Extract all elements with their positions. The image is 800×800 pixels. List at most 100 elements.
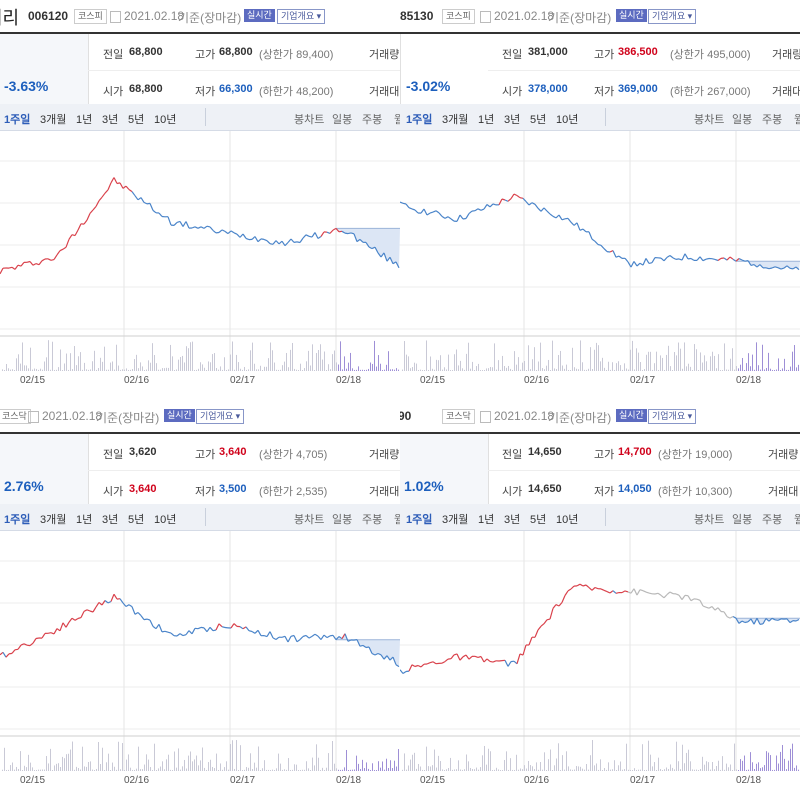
- tab-0[interactable]: 1주일: [406, 514, 433, 526]
- volume-bar: [560, 769, 561, 771]
- realtime-button[interactable]: 실시간: [244, 9, 275, 22]
- volume-bar: [6, 769, 7, 771]
- company-overview-button[interactable]: 기업개요 ▾: [196, 409, 245, 424]
- chart-type-1[interactable]: 일봉: [732, 114, 753, 126]
- volume-bar: [348, 769, 349, 771]
- price-segment: [537, 207, 542, 212]
- price-segment: [155, 623, 160, 630]
- price-segment: [648, 592, 653, 595]
- company-overview-button[interactable]: 기업개요 ▾: [277, 9, 326, 24]
- tab-1[interactable]: 3개월: [40, 114, 67, 126]
- tab-2[interactable]: 1년: [76, 114, 93, 126]
- realtime-button[interactable]: 실시간: [164, 409, 195, 422]
- chart-type-1[interactable]: 일봉: [732, 514, 753, 526]
- volume-bar: [224, 357, 225, 371]
- price-segment: [783, 265, 788, 269]
- price-chart[interactable]: [400, 531, 800, 800]
- tab-0[interactable]: 1주일: [406, 114, 433, 126]
- tab-2[interactable]: 1년: [478, 114, 495, 126]
- price-segment: [248, 630, 253, 633]
- chart-type-1[interactable]: 일봉: [332, 114, 353, 126]
- volume-bar: [130, 767, 131, 771]
- price-segment: [110, 593, 115, 602]
- realtime-button[interactable]: 실시간: [616, 409, 647, 422]
- basis-text: 기준(장마감): [548, 411, 612, 425]
- volume-bar: [462, 368, 463, 371]
- tab-1[interactable]: 3개월: [442, 514, 469, 526]
- chart-type-2[interactable]: 주봉: [362, 114, 383, 126]
- price-segment: [741, 620, 746, 624]
- volume-bar: [558, 743, 559, 771]
- volume-bar: [4, 369, 5, 371]
- change-rate: 1.02%: [404, 478, 444, 494]
- price-segment: [293, 241, 298, 243]
- tab-5[interactable]: 10년: [154, 514, 177, 526]
- chart-type-3[interactable]: 월: [794, 114, 800, 126]
- price-chart[interactable]: [400, 131, 800, 400]
- volume-bar: [470, 368, 471, 371]
- price-segment: [525, 201, 530, 206]
- lower-limit: (하한가 2,535): [259, 486, 328, 498]
- tab-1[interactable]: 3개월: [442, 114, 469, 126]
- price-chart[interactable]: [0, 131, 400, 400]
- company-overview-button[interactable]: 기업개요 ▾: [648, 409, 697, 424]
- price-segment: [474, 655, 479, 658]
- tab-4[interactable]: 5년: [530, 514, 547, 526]
- price-chart[interactable]: [0, 531, 400, 800]
- volume-bar: [602, 357, 603, 371]
- tab-4[interactable]: 5년: [128, 114, 145, 126]
- volume-bar: [518, 357, 519, 371]
- volume-bar: [704, 764, 705, 771]
- chart-type-3[interactable]: 월: [394, 514, 400, 526]
- chart-type-0[interactable]: 봉차트: [294, 114, 325, 126]
- chart-type-0[interactable]: 봉차트: [694, 514, 725, 526]
- chart-type-2[interactable]: 주봉: [762, 114, 783, 126]
- price-segment: [468, 210, 473, 215]
- price-segment: [86, 609, 91, 612]
- tab-3[interactable]: 3년: [102, 514, 119, 526]
- tab-5[interactable]: 10년: [556, 114, 579, 126]
- tab-3[interactable]: 3년: [102, 114, 119, 126]
- price-segment: [83, 219, 88, 225]
- tab-5[interactable]: 10년: [556, 514, 579, 526]
- volume-bar: [496, 369, 497, 371]
- chart-type-3[interactable]: 월: [394, 114, 400, 126]
- chart-type-1[interactable]: 일봉: [332, 514, 353, 526]
- chart-type-2[interactable]: 주봉: [762, 514, 783, 526]
- volume-bar: [44, 769, 45, 771]
- volume-bar: [206, 769, 207, 771]
- chart-type-0[interactable]: 봉차트: [694, 114, 725, 126]
- volume-bar: [432, 765, 433, 771]
- realtime-button[interactable]: 실시간: [616, 9, 647, 22]
- tab-2[interactable]: 1년: [478, 514, 495, 526]
- volume-bar: [320, 769, 321, 771]
- chart-type-2[interactable]: 주봉: [362, 514, 383, 526]
- low-value: 66,300: [219, 83, 253, 95]
- tab-3[interactable]: 3년: [504, 114, 521, 126]
- volume-bar: [144, 369, 145, 371]
- volume-bar: [746, 363, 747, 371]
- volume-bar: [208, 361, 209, 371]
- volume-bar: [596, 763, 597, 771]
- tab-1[interactable]: 3개월: [40, 514, 67, 526]
- volume-bar: [494, 769, 495, 771]
- tab-5[interactable]: 10년: [154, 114, 177, 126]
- tab-0[interactable]: 1주일: [4, 514, 31, 526]
- volume-bar: [218, 369, 219, 371]
- volume-bar: [178, 359, 179, 371]
- chart-type-0[interactable]: 봉차트: [294, 514, 325, 526]
- volume-bar: [292, 342, 293, 371]
- tab-0[interactable]: 1주일: [4, 114, 31, 126]
- chart-type-3[interactable]: 월: [794, 514, 800, 526]
- price-segment: [191, 226, 196, 229]
- tab-2[interactable]: 1년: [76, 514, 93, 526]
- tab-3[interactable]: 3년: [504, 514, 521, 526]
- stock-name[interactable]: 러리: [0, 8, 20, 28]
- tab-4[interactable]: 5년: [128, 514, 145, 526]
- volume-bar: [468, 761, 469, 771]
- company-overview-button[interactable]: 기업개요 ▾: [648, 9, 697, 24]
- volume-bar: [188, 755, 189, 771]
- volume-bar: [476, 767, 477, 771]
- tab-4[interactable]: 5년: [530, 114, 547, 126]
- price-segment: [591, 238, 596, 242]
